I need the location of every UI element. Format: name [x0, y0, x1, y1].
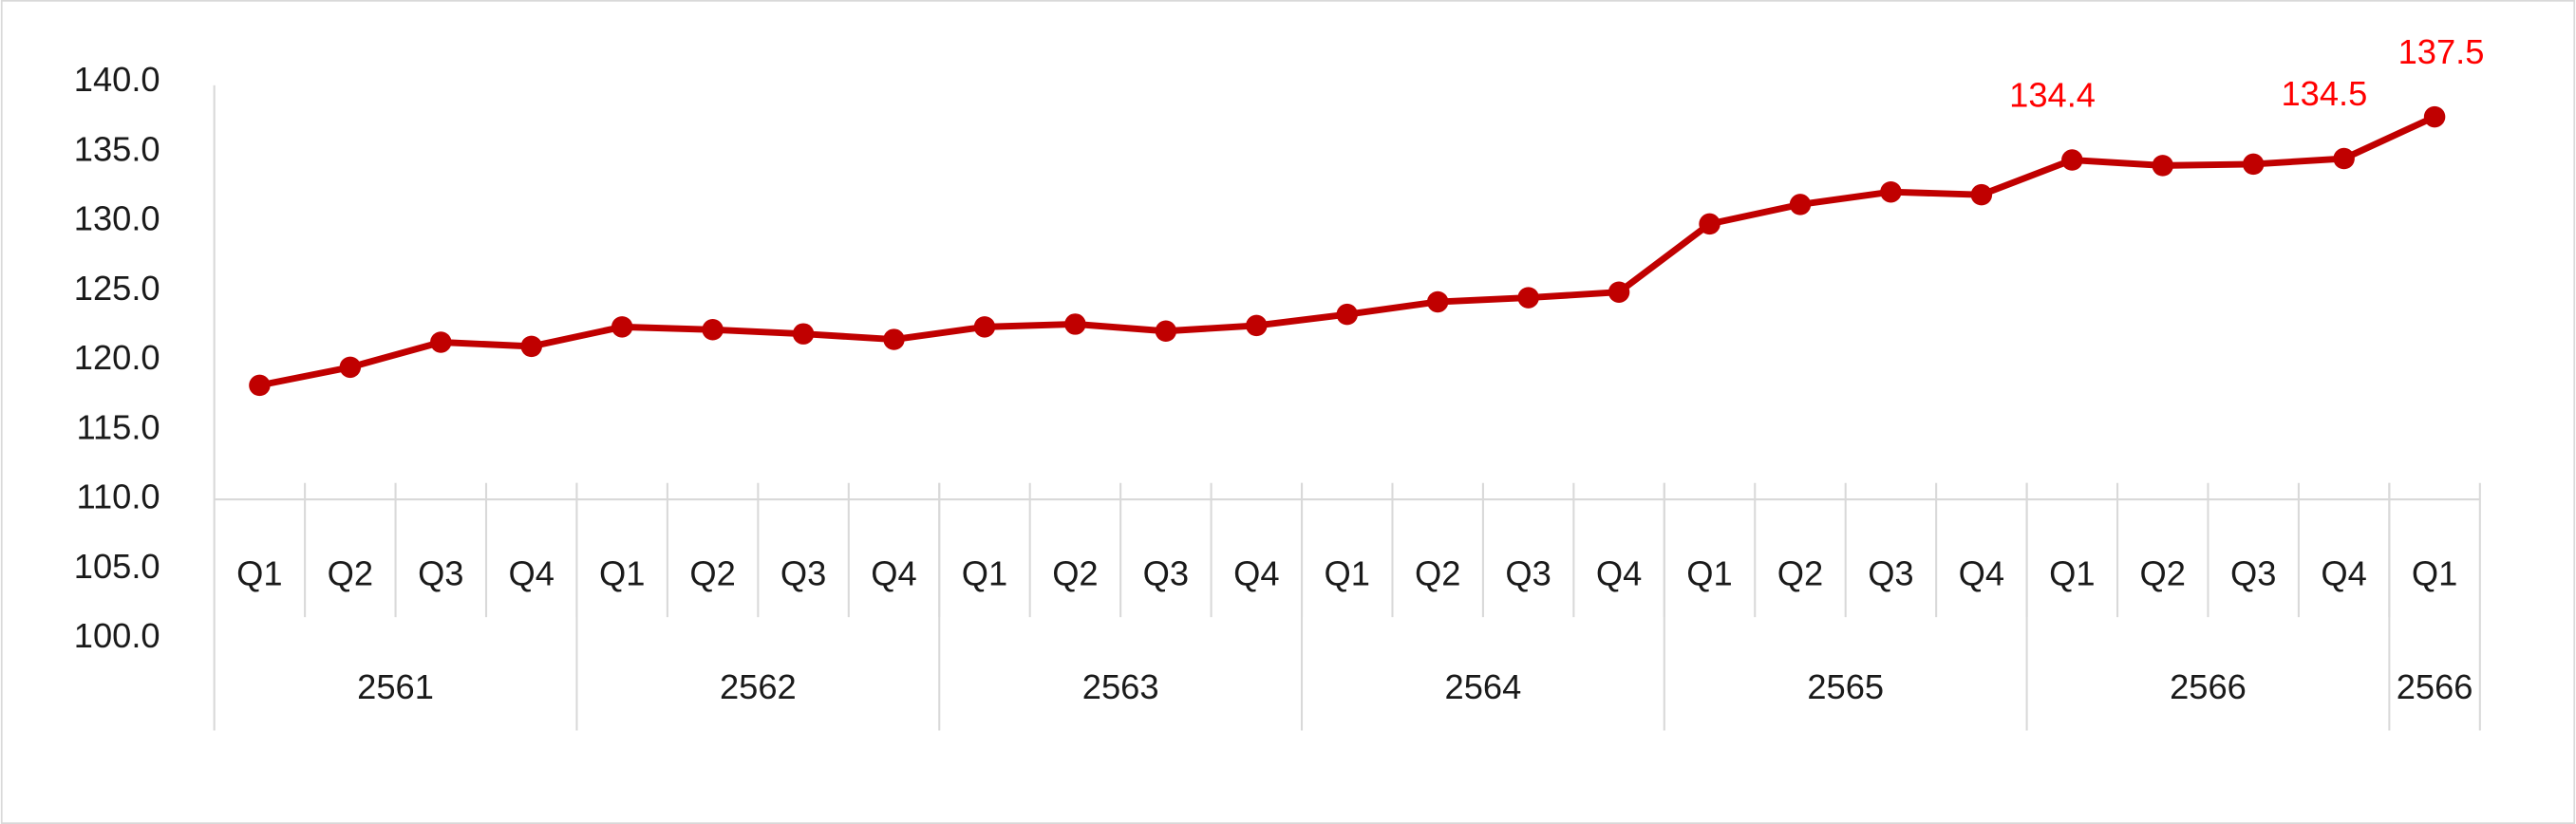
y-tick-label: 125.0 [74, 269, 160, 308]
group-label: 2563 [1082, 667, 1159, 706]
y-tick-label: 110.0 [76, 478, 160, 516]
x-tick-label: Q2 [1777, 554, 1823, 593]
data-point [1064, 313, 1086, 335]
data-point [520, 335, 542, 358]
x-tick-label: Q1 [599, 554, 645, 593]
data-point [1517, 287, 1539, 309]
group-label: 2566 [2170, 667, 2247, 706]
x-tick-label: Q1 [962, 554, 1007, 593]
x-tick-label: Q2 [1052, 554, 1098, 593]
data-point [2333, 147, 2355, 170]
data-point [1426, 290, 1449, 313]
y-tick-label: 135.0 [74, 129, 160, 168]
x-tick-label: Q1 [2412, 554, 2457, 593]
data-label: 137.5 [2398, 32, 2485, 71]
data-point [792, 323, 815, 345]
data-point [2242, 153, 2265, 176]
y-tick-label: 130.0 [74, 199, 160, 238]
data-point [1880, 180, 1902, 203]
group-label: 2561 [357, 667, 434, 706]
data-point [2152, 155, 2173, 177]
group-label: 2564 [1445, 667, 1522, 706]
x-tick-label: Q1 [1325, 554, 1370, 593]
data-label: 134.5 [2281, 74, 2367, 113]
x-tick-label: Q3 [780, 554, 826, 593]
y-tick-label: 100.0 [74, 616, 160, 655]
y-tick-label: 120.0 [74, 338, 160, 377]
x-tick-label: Q1 [236, 554, 282, 593]
y-tick-label: 105.0 [74, 547, 160, 586]
x-tick-label: Q2 [1415, 554, 1460, 593]
data-point [702, 319, 724, 341]
x-tick-label: Q4 [509, 554, 555, 593]
x-tick-label: Q4 [1959, 554, 2004, 593]
data-point [1608, 281, 1630, 303]
data-point [1155, 320, 1177, 342]
x-tick-label: Q1 [2049, 554, 2095, 593]
x-tick-label: Q4 [1596, 554, 1642, 593]
x-tick-label: Q4 [871, 554, 916, 593]
data-point [339, 356, 362, 379]
data-point [1970, 183, 1993, 206]
data-point [249, 374, 271, 397]
data-point [1789, 194, 1812, 215]
data-point [883, 328, 905, 350]
x-tick-label: Q4 [2321, 554, 2366, 593]
group-label: 2565 [1807, 667, 1884, 706]
data-point [2061, 149, 2083, 171]
x-tick-label: Q3 [1505, 554, 1551, 593]
x-tick-label: Q2 [689, 554, 735, 593]
data-point [1246, 314, 1268, 337]
data-point [430, 331, 452, 353]
data-point [1336, 303, 1358, 326]
x-tick-label: Q3 [418, 554, 463, 593]
group-label: 2562 [720, 667, 797, 706]
x-tick-label: Q2 [2140, 554, 2186, 593]
y-tick-label: 140.0 [74, 60, 160, 99]
x-tick-label: Q3 [2230, 554, 2276, 593]
data-point [1699, 213, 1720, 235]
data-label: 134.4 [2009, 75, 2096, 114]
data-point [973, 316, 996, 338]
data-point [2423, 105, 2446, 128]
group-label: 2566 [2397, 667, 2473, 706]
x-tick-label: Q4 [1233, 554, 1279, 593]
x-tick-label: Q2 [328, 554, 373, 593]
x-tick-label: Q3 [1143, 554, 1189, 593]
x-tick-label: Q1 [1686, 554, 1732, 593]
x-tick-label: Q3 [1868, 554, 1913, 593]
data-point [611, 316, 633, 338]
y-tick-label: 115.0 [76, 407, 160, 446]
